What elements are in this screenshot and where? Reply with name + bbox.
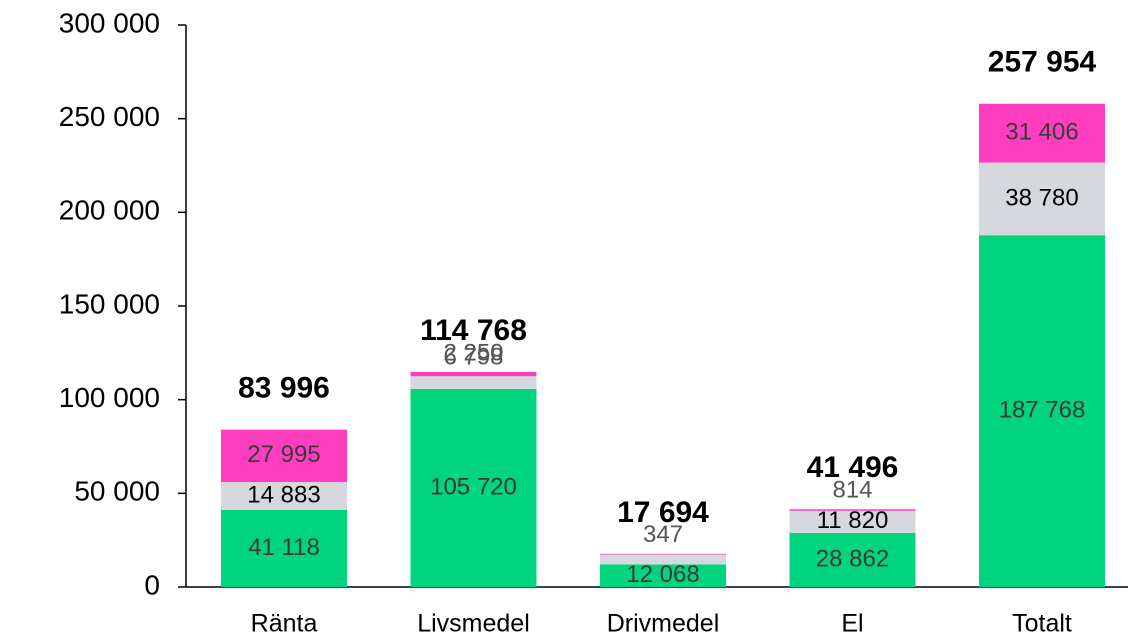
x-tick-label: Ränta [251, 610, 318, 638]
x-tick-label: Drivmedel [607, 610, 720, 638]
value-label: 41 118 [248, 534, 320, 561]
bar-segment [410, 376, 537, 389]
value-label: 2 250 [443, 339, 503, 366]
x-tick-label: El [841, 610, 863, 638]
value-label: 187 768 [999, 396, 1086, 423]
value-label: 105 720 [430, 473, 517, 500]
bar-segment [410, 388, 537, 587]
bar-segment [979, 103, 1105, 163]
bar-segment [600, 553, 726, 555]
bar-segment [410, 372, 537, 377]
total-label: 83 996 [238, 372, 330, 405]
y-tick-label: 50 000 [74, 476, 160, 507]
value-label: 11 820 [817, 507, 889, 534]
y-tick-label: 150 000 [59, 288, 160, 319]
total-label: 41 496 [807, 451, 899, 484]
bar-segment [600, 564, 726, 587]
value-label: 814 [832, 477, 872, 504]
bar-segment [221, 429, 347, 483]
bar-segment [221, 482, 347, 510]
bar-segment [789, 510, 916, 533]
bar-segment [789, 509, 916, 511]
value-label: 38 780 [1005, 184, 1078, 211]
value-label: 6 798 [443, 344, 503, 371]
bar-segment [221, 509, 347, 587]
bar-segment [789, 532, 916, 587]
total-label: 17 694 [617, 496, 709, 529]
y-tick-label: 250 000 [59, 101, 160, 132]
bar-segment [600, 554, 726, 565]
value-label: 31 406 [1005, 119, 1078, 146]
total-label: 114 768 [420, 314, 527, 347]
x-tick-label: Livsmedel [417, 610, 530, 638]
bar-segment [979, 235, 1105, 588]
value-label: 28 862 [816, 545, 889, 572]
value-label: 14 883 [247, 481, 320, 508]
value-label: 27 995 [247, 441, 320, 468]
x-tick-label: Totalt [1012, 610, 1072, 638]
y-tick-label: 300 000 [59, 7, 160, 38]
y-tick-label: 0 [144, 569, 160, 600]
total-label: 257 954 [988, 46, 1097, 79]
value-label: 12 068 [626, 561, 699, 588]
bar-segment [979, 162, 1105, 236]
value-label: 347 [643, 521, 683, 548]
y-tick-label: 100 000 [59, 382, 160, 413]
y-tick-label: 200 000 [59, 195, 160, 226]
